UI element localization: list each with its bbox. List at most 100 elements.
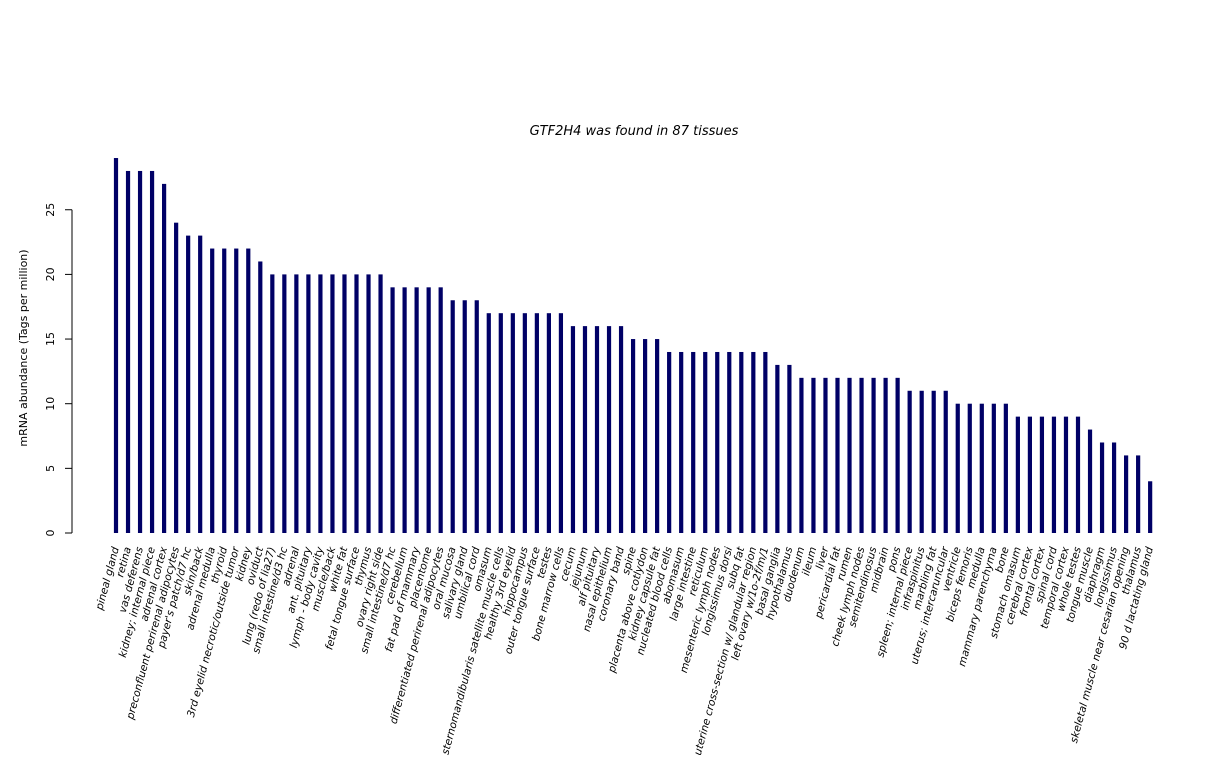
- bars: [113, 158, 1153, 534]
- bar: [715, 351, 720, 533]
- bar: [1063, 416, 1069, 533]
- bar: [931, 390, 936, 533]
- bar: [234, 248, 239, 534]
- bar: [198, 235, 203, 534]
- bar: [450, 300, 455, 533]
- bar: [246, 248, 251, 534]
- bar: [174, 222, 179, 533]
- bar: [582, 326, 588, 533]
- y-tick-label: 0: [44, 530, 57, 537]
- bar: [727, 351, 732, 533]
- bar: [149, 170, 155, 533]
- y-tick-label: 10: [44, 397, 57, 411]
- bar: [799, 377, 804, 533]
- bar: [1087, 429, 1093, 533]
- bar: [570, 326, 576, 533]
- bar: [306, 274, 311, 533]
- bar: [125, 170, 131, 533]
- bar: [378, 274, 383, 533]
- bar: [366, 274, 371, 533]
- bar: [1136, 455, 1141, 533]
- bar: [186, 235, 191, 534]
- bar: [1075, 416, 1081, 533]
- bar: [258, 261, 263, 533]
- bar: [763, 351, 768, 533]
- bar: [739, 351, 744, 533]
- y-tick-label: 20: [44, 267, 57, 281]
- bar: [402, 287, 407, 533]
- bar: [703, 351, 708, 533]
- bar: [811, 377, 816, 533]
- bar: [835, 377, 840, 533]
- chart-title: GTF2H4 was found in 87 tissues: [530, 124, 739, 139]
- y-axis-label: mRNA abundance (Tags per million): [17, 249, 30, 446]
- bar: [787, 364, 792, 533]
- y-tick-label: 25: [44, 203, 57, 217]
- bar: [270, 274, 275, 533]
- bar: [534, 313, 539, 533]
- bar: [390, 287, 395, 533]
- bar: [1039, 416, 1045, 533]
- y-axis-ticks: 0 5 10 15 20 25: [44, 203, 72, 537]
- bar: [318, 274, 323, 533]
- bar: [510, 313, 515, 533]
- bar: [594, 326, 600, 533]
- bar: [1148, 481, 1153, 533]
- bar: [883, 377, 888, 533]
- bar: [1027, 416, 1032, 533]
- bar: [1051, 416, 1057, 533]
- bar: [282, 274, 287, 533]
- bar: [342, 274, 347, 533]
- bar: [606, 326, 612, 533]
- bar: [907, 390, 912, 533]
- bar: [1003, 403, 1008, 533]
- bar: [414, 287, 419, 533]
- bar: [486, 313, 491, 533]
- bar: [222, 248, 227, 534]
- bar: [1111, 442, 1117, 533]
- bar: [498, 313, 503, 533]
- bar: [751, 351, 756, 533]
- bar: [1124, 455, 1129, 533]
- bar: [1099, 442, 1105, 533]
- bar: [354, 274, 359, 533]
- bar: [558, 313, 564, 533]
- bar: [462, 300, 467, 533]
- bar: [955, 403, 960, 533]
- x-tick-label: pineal gland: [93, 545, 122, 612]
- bar: [113, 158, 119, 533]
- bar: [546, 313, 551, 533]
- bar: [679, 351, 684, 533]
- bar: [871, 377, 876, 533]
- bar: [691, 351, 696, 533]
- y-tick-label: 5: [44, 465, 57, 472]
- bar: [667, 351, 672, 533]
- bar: [618, 326, 624, 533]
- bar: [426, 287, 431, 533]
- bar: [630, 339, 636, 533]
- bar: [979, 403, 984, 533]
- y-tick-label: 15: [44, 332, 57, 346]
- bar: [522, 313, 527, 533]
- bar: [643, 339, 648, 533]
- bar: [162, 183, 167, 533]
- bar: [655, 339, 660, 533]
- bar: [967, 403, 972, 533]
- bar: [859, 377, 864, 533]
- bar: [474, 300, 479, 533]
- bar: [1015, 416, 1020, 533]
- bar: [210, 248, 215, 534]
- bar: [895, 377, 900, 533]
- bar: [919, 390, 924, 533]
- bar: [294, 274, 299, 533]
- bar: [943, 390, 948, 533]
- bar: [991, 403, 996, 533]
- bar: [438, 287, 443, 533]
- bar: [330, 274, 335, 533]
- x-tick-label: liver: [814, 545, 832, 571]
- bar: [847, 377, 852, 533]
- bar: [775, 364, 780, 533]
- bar: [823, 377, 828, 533]
